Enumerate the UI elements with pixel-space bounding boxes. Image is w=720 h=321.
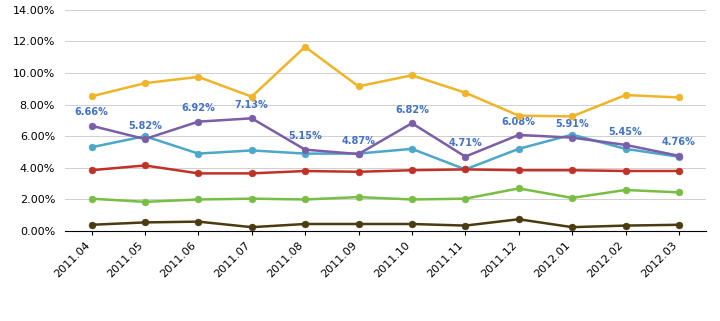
全施設25%tile [568, 196, 577, 200]
Line: 全施設25%tile: 全施設25%tile [88, 185, 683, 205]
全施設平均値 [514, 168, 523, 172]
Line: 全施設中央値: 全施設中央値 [88, 131, 683, 173]
全施設中央値 [568, 133, 577, 136]
全施設中央値 [248, 149, 256, 152]
全施設75%tile [675, 154, 683, 158]
Text: 5.15%: 5.15% [288, 131, 322, 141]
全施設最小値 [194, 220, 202, 223]
全施設75%tile [568, 136, 577, 140]
Text: 6.82%: 6.82% [395, 105, 429, 115]
全施設25%tile [301, 197, 310, 201]
全施設75%tile [354, 152, 363, 156]
全施設平均値 [568, 168, 577, 172]
全施設25%tile [514, 187, 523, 190]
全施設平均値 [461, 168, 469, 171]
Text: 4.76%: 4.76% [662, 137, 696, 147]
全施設中央値 [354, 152, 363, 156]
全施設75%tile [301, 148, 310, 152]
Text: 6.08%: 6.08% [502, 117, 536, 126]
全施設25%tile [87, 197, 96, 201]
全施設25%tile [354, 195, 363, 199]
全施設最小値 [514, 217, 523, 221]
Text: 4.71%: 4.71% [449, 138, 482, 148]
全施設最小値 [408, 222, 416, 226]
Line: 全施設75%tile: 全施設75%tile [88, 115, 683, 160]
全施設中央値 [194, 152, 202, 156]
Text: 6.66%: 6.66% [75, 108, 109, 117]
全施設25%tile [248, 197, 256, 201]
全施設中央値 [461, 168, 469, 171]
全施設75%tile [87, 124, 96, 128]
Line: 全施設最小値: 全施設最小値 [88, 216, 683, 230]
全施設最大値 [461, 91, 469, 95]
Line: 全施設最大値: 全施設最大値 [88, 43, 683, 120]
Text: 5.82%: 5.82% [128, 121, 162, 131]
全施設最小値 [301, 222, 310, 226]
全施設最小値 [248, 225, 256, 229]
全施設75%tile [461, 155, 469, 159]
全施設25%tile [461, 197, 469, 201]
全施設75%tile [140, 137, 149, 141]
全施設平均値 [194, 171, 202, 175]
全施設最大値 [354, 84, 363, 88]
Text: 7.13%: 7.13% [235, 100, 269, 110]
全施設75%tile [248, 117, 256, 120]
全施設中央値 [301, 152, 310, 156]
全施設最大値 [301, 45, 310, 49]
全施設中央値 [621, 147, 630, 151]
全施設75%tile [408, 121, 416, 125]
全施設最小値 [568, 225, 577, 229]
全施設最大値 [514, 114, 523, 117]
全施設最大値 [408, 74, 416, 77]
全施設最小値 [675, 223, 683, 227]
全施設最小値 [354, 222, 363, 226]
Line: 全施設平均値: 全施設平均値 [88, 162, 683, 177]
全施設75%tile [194, 120, 202, 124]
全施設最小値 [87, 223, 96, 227]
全施設25%tile [140, 200, 149, 204]
全施設平均値 [621, 169, 630, 173]
全施設平均値 [248, 171, 256, 175]
全施設中央値 [87, 145, 96, 149]
全施設最大値 [248, 95, 256, 99]
全施設最小値 [621, 224, 630, 228]
全施設中央値 [408, 147, 416, 151]
全施設最小値 [140, 221, 149, 224]
Text: 5.45%: 5.45% [608, 126, 642, 136]
全施設最大値 [140, 81, 149, 85]
Text: 6.92%: 6.92% [181, 103, 215, 113]
全施設25%tile [408, 197, 416, 201]
Text: 4.87%: 4.87% [341, 136, 375, 146]
全施設25%tile [675, 190, 683, 194]
全施設平均値 [408, 168, 416, 172]
全施設25%tile [194, 197, 202, 201]
全施設最小値 [461, 224, 469, 228]
全施設75%tile [514, 133, 523, 137]
全施設中央値 [514, 147, 523, 151]
全施設最大値 [568, 115, 577, 118]
全施設平均値 [301, 169, 310, 173]
全施設中央値 [675, 155, 683, 159]
全施設25%tile [621, 188, 630, 192]
全施設平均値 [354, 170, 363, 174]
全施設75%tile [621, 143, 630, 147]
全施設最大値 [87, 94, 96, 98]
全施設平均値 [140, 163, 149, 167]
全施設中央値 [140, 134, 149, 138]
全施設平均値 [87, 168, 96, 172]
全施設最大値 [621, 93, 630, 97]
全施設最大値 [194, 75, 202, 79]
全施設最大値 [675, 96, 683, 100]
Text: 5.91%: 5.91% [555, 119, 589, 129]
全施設平均値 [675, 169, 683, 173]
